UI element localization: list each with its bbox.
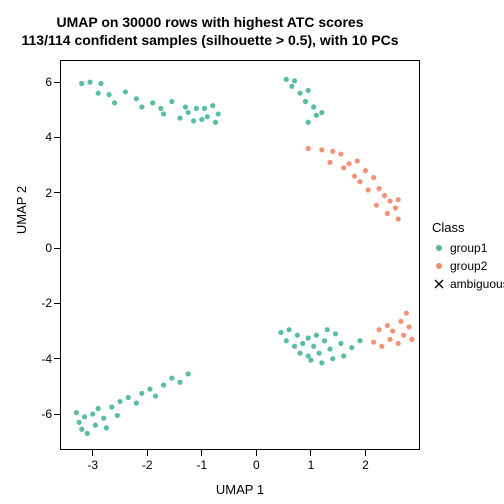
x-tick-label: -3 (87, 458, 98, 472)
chart-title-line2: 113/114 confident samples (silhouette > … (0, 32, 420, 48)
y-tick-label: -2 (32, 296, 52, 310)
x-axis-label: UMAP 1 (60, 482, 420, 497)
x-marker-icon (432, 278, 446, 290)
x-tick-label: 0 (253, 458, 260, 472)
legend-title: Class (432, 220, 504, 235)
y-axis-label: UMAP 2 (14, 110, 29, 310)
y-tick-label: 0 (32, 241, 52, 255)
y-tick-label: 4 (32, 130, 52, 144)
legend-label: group2 (450, 259, 487, 273)
y-tick-label: 6 (32, 75, 52, 89)
circle-marker-icon (432, 242, 446, 254)
y-tick-label: 2 (32, 186, 52, 200)
legend-item-ambiguous: ambiguous (432, 275, 504, 293)
x-tick-label: 1 (308, 458, 315, 472)
chart-title-line1: UMAP on 30000 rows with highest ATC scor… (0, 14, 420, 30)
legend: Class group1 group2 ambiguous (432, 220, 504, 293)
x-tick-label: 2 (362, 458, 369, 472)
circle-marker-icon (432, 260, 446, 272)
x-tick-label: -2 (142, 458, 153, 472)
legend-item-group1: group1 (432, 239, 504, 257)
y-tick-label: -6 (32, 407, 52, 421)
legend-label: ambiguous (450, 277, 504, 291)
legend-item-group2: group2 (432, 257, 504, 275)
plot-area (60, 60, 420, 450)
legend-label: group1 (450, 241, 487, 255)
y-tick-label: -4 (32, 352, 52, 366)
x-tick-label: -1 (196, 458, 207, 472)
umap-scatter-chart: UMAP on 30000 rows with highest ATC scor… (0, 0, 504, 504)
